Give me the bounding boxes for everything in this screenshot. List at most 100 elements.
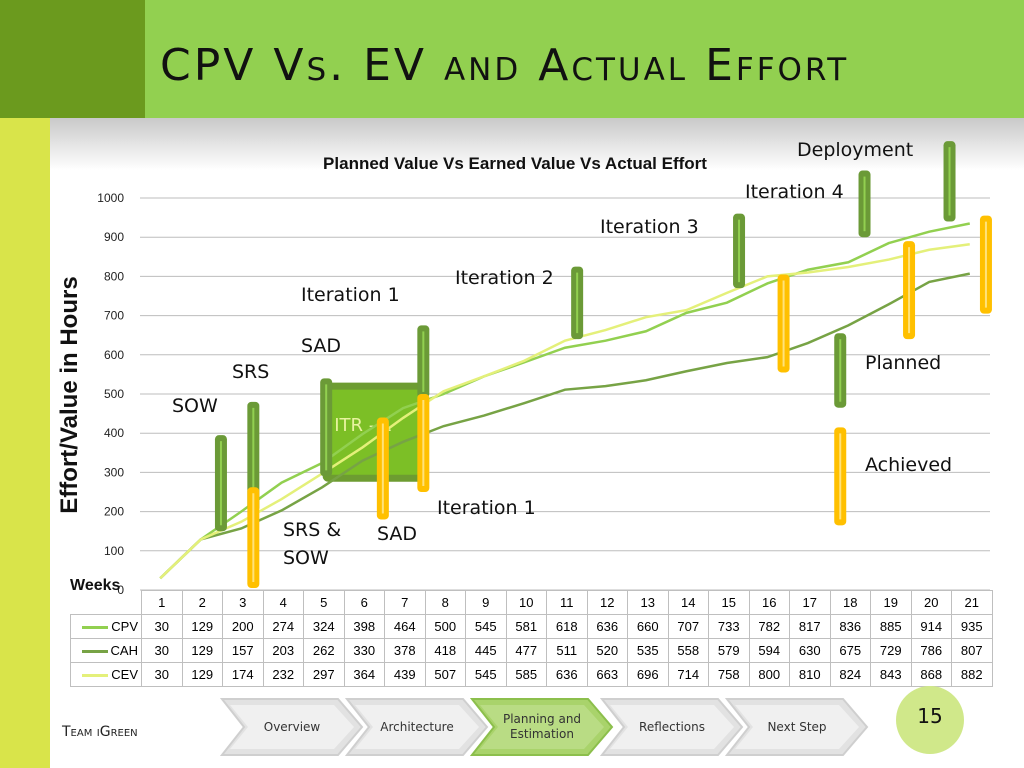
annotation-sad_bottom: SAD bbox=[377, 523, 417, 545]
table-corner bbox=[71, 591, 142, 615]
table-cell: 630 bbox=[789, 638, 831, 663]
week-header-cell: 15 bbox=[708, 590, 750, 615]
series-line-cpv bbox=[159, 222, 971, 580]
table-cell: 836 bbox=[829, 614, 871, 639]
legend-label: CPV bbox=[111, 619, 138, 634]
nav-step-overview[interactable]: Overview bbox=[220, 697, 365, 757]
week-header-cell: 7 bbox=[384, 590, 426, 615]
table-cell: 30 bbox=[141, 662, 183, 687]
week-header-cell: 10 bbox=[505, 590, 547, 615]
header-bar bbox=[0, 0, 1024, 118]
table-cell: 581 bbox=[505, 614, 547, 639]
table-cell: 511 bbox=[546, 638, 588, 663]
table-cell: 636 bbox=[546, 662, 588, 687]
table-cell: 129 bbox=[181, 638, 223, 663]
nav-step-label: Planning and Estimation bbox=[502, 712, 582, 741]
table-cell: 733 bbox=[708, 614, 750, 639]
nav-step-label: Overview bbox=[263, 719, 321, 734]
annotation-planned: Planned bbox=[865, 352, 941, 374]
y-tick-label: 0 bbox=[117, 583, 124, 595]
week-header-cell: 14 bbox=[667, 590, 709, 615]
table-row: CAH 30 129 157 203 262 330 378 418 445 477 511 520 53… bbox=[70, 638, 993, 663]
table-cell: 129 bbox=[181, 614, 223, 639]
x-axis-label: Weeks bbox=[70, 577, 121, 594]
series-row-label: CPV bbox=[70, 614, 142, 639]
table-cell: 807 bbox=[951, 638, 993, 663]
table-cell: 439 bbox=[384, 662, 426, 687]
nav-step-reflections[interactable]: Reflections bbox=[600, 697, 745, 757]
table-cell: 364 bbox=[343, 662, 385, 687]
table-cell: 274 bbox=[262, 614, 304, 639]
nav-step-label: Reflections bbox=[639, 719, 705, 734]
week-header-cell: 4 bbox=[262, 590, 304, 615]
nav-step-architecture[interactable]: Architecture bbox=[345, 697, 490, 757]
table-cell: 824 bbox=[829, 662, 871, 687]
annotation-srs_sow: SRS & bbox=[283, 519, 341, 541]
table-cell: 200 bbox=[222, 614, 264, 639]
week-header-cell: 6 bbox=[343, 590, 385, 615]
week-header-cell: 16 bbox=[748, 590, 790, 615]
table-cell: 398 bbox=[343, 614, 385, 639]
y-tick-label: 700 bbox=[104, 309, 124, 323]
legend-label: CEV bbox=[111, 667, 138, 682]
table-cell: 636 bbox=[586, 614, 628, 639]
week-header-cell: 3 bbox=[222, 590, 264, 615]
divider-gradient bbox=[50, 118, 1024, 170]
table-cell: 418 bbox=[424, 638, 466, 663]
week-header-cell: 12 bbox=[586, 590, 628, 615]
table-cell: 507 bbox=[424, 662, 466, 687]
week-header-cell: 5 bbox=[303, 590, 345, 615]
table-cell: 714 bbox=[667, 662, 709, 687]
series-row-label: CEV bbox=[70, 662, 142, 687]
chevron-shape bbox=[220, 698, 364, 756]
table-cell: 618 bbox=[546, 614, 588, 639]
table-cell: 935 bbox=[951, 614, 993, 639]
table-cell: 696 bbox=[627, 662, 669, 687]
table-cell: 585 bbox=[505, 662, 547, 687]
table-cell: 914 bbox=[910, 614, 952, 639]
table-cell: 445 bbox=[465, 638, 507, 663]
table-cell: 129 bbox=[181, 662, 223, 687]
table-cell: 297 bbox=[303, 662, 345, 687]
legend-swatch bbox=[82, 674, 109, 678]
week-header-cell: 2 bbox=[181, 590, 223, 615]
y-tick-label: 1000 bbox=[97, 191, 124, 205]
chevron-shape bbox=[725, 698, 869, 756]
series-line-cev bbox=[159, 243, 970, 580]
y-tick-label: 800 bbox=[104, 269, 124, 283]
annotation-achieved: Achieved bbox=[865, 454, 952, 476]
chart-title: Planned Value Vs Earned Value Vs Actual … bbox=[323, 154, 707, 173]
table-cell: 30 bbox=[141, 638, 183, 663]
slide-title: CPV Vs. EV and Actual Effort bbox=[160, 40, 850, 91]
nav-step-planning-and-estimation[interactable]: Planning and Estimation bbox=[470, 697, 615, 757]
y-axis-label: Effort/Value in Hours bbox=[56, 276, 83, 513]
table-cell: 535 bbox=[627, 638, 669, 663]
table-cell: 545 bbox=[465, 662, 507, 687]
y-tick-label: 900 bbox=[104, 230, 124, 244]
table-cell: 477 bbox=[505, 638, 547, 663]
table-cell: 558 bbox=[667, 638, 709, 663]
table-cell: 675 bbox=[829, 638, 871, 663]
week-header-cell: 8 bbox=[424, 590, 466, 615]
annotation-srs_sow: SOW bbox=[283, 547, 329, 569]
chevron-shape bbox=[600, 698, 744, 756]
week-header-cell: 9 bbox=[465, 590, 507, 615]
week-header-cell: 20 bbox=[910, 590, 952, 615]
table-cell: 520 bbox=[586, 638, 628, 663]
table-cell: 882 bbox=[951, 662, 993, 687]
table-cell: 545 bbox=[465, 614, 507, 639]
table-row: CEV 30 129 174 232 297 364 439 507 545 585 636 663 69… bbox=[70, 662, 993, 687]
nav-step-next-step[interactable]: Next Step bbox=[725, 697, 870, 757]
legend-label: CAH bbox=[110, 643, 138, 658]
week-header-cell: 19 bbox=[870, 590, 912, 615]
annotation-iteration1_bottom: Iteration 1 bbox=[437, 497, 536, 519]
y-tick-label: 200 bbox=[104, 505, 124, 519]
week-header-cell: 17 bbox=[789, 590, 831, 615]
table-cell: 500 bbox=[424, 614, 466, 639]
week-header-cell: 1 bbox=[141, 590, 183, 615]
y-tick-label: 100 bbox=[104, 544, 124, 558]
table-cell: 843 bbox=[870, 662, 912, 687]
annotation-srs_top: SRS bbox=[232, 361, 269, 383]
annotation-iteration4: Iteration 4 bbox=[745, 181, 844, 203]
table-cell: 707 bbox=[667, 614, 709, 639]
